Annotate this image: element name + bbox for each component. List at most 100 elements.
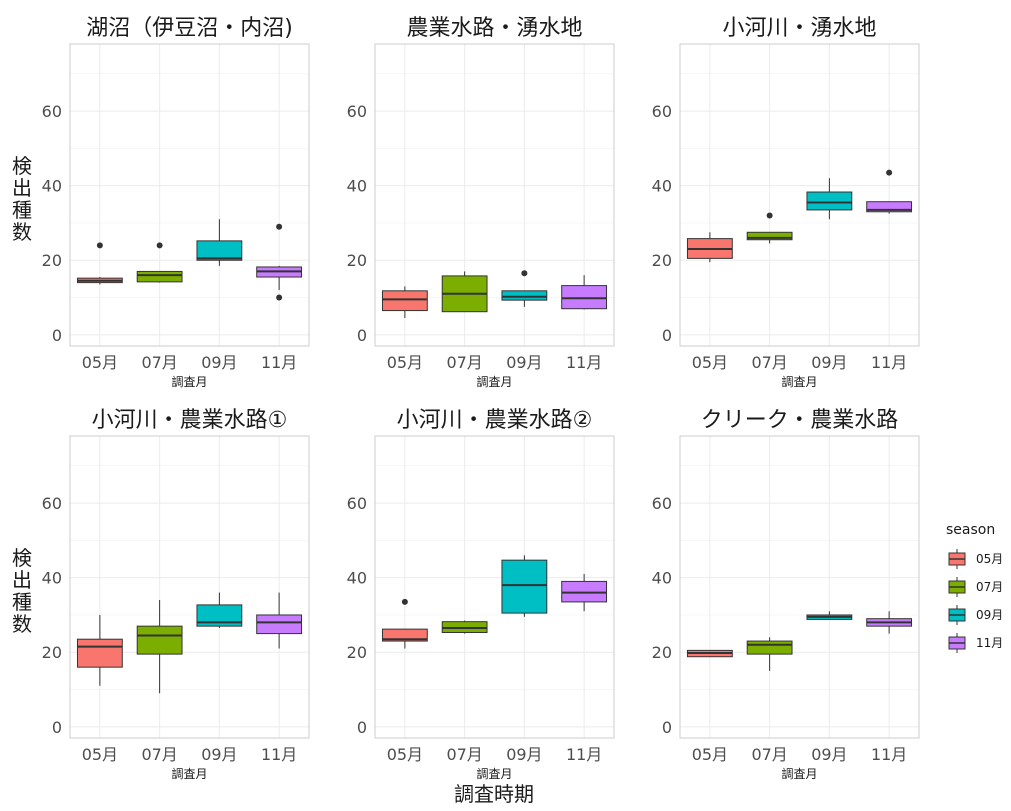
outlier-point: [886, 170, 892, 176]
y-tick-label: 60: [42, 102, 62, 121]
y-tick-label: 20: [42, 643, 62, 662]
box-07月: [442, 621, 487, 634]
y-tick-label: 20: [347, 643, 367, 662]
box-05月: [77, 615, 122, 686]
y-tick-label: 20: [652, 251, 672, 270]
box-05月: [382, 286, 427, 318]
x-tick-label: 07月: [141, 745, 177, 764]
outlier-point: [521, 270, 527, 276]
x-tick-label: 11月: [871, 745, 907, 764]
x-tick-label: 05月: [82, 353, 118, 372]
y-tick-label: 40: [652, 569, 672, 588]
x-axis-label: 調査月: [171, 375, 207, 389]
y-axis-label-row2: 検出種数: [12, 546, 32, 636]
box-body: [77, 639, 122, 667]
y-tick-label: 20: [652, 643, 672, 662]
x-tick-label: 05月: [387, 353, 423, 372]
outlier-point: [97, 242, 103, 248]
x-axis-label: 調査月: [476, 375, 512, 389]
y-tick-label: 40: [652, 177, 672, 196]
legend-label: 07月: [976, 580, 1003, 594]
x-tick-label: 11月: [261, 353, 297, 372]
y-tick-label: 60: [652, 494, 672, 513]
box-09月: [502, 555, 547, 617]
box-11月: [257, 593, 302, 649]
y-tick-label: 60: [347, 102, 367, 121]
legend-item-05月: 05月: [946, 548, 1003, 570]
panel-title: 農業水路・湧水地: [406, 16, 582, 41]
y-tick-label: 40: [42, 569, 62, 588]
x-tick-label: 07月: [751, 353, 787, 372]
box-07月: [747, 637, 792, 671]
panel-title: 小河川・農業水路①: [92, 408, 288, 433]
box-09月: [807, 178, 852, 219]
legend-item-11月: 11月: [946, 632, 1003, 654]
x-tick-label: 09月: [506, 745, 542, 764]
x-tick-label: 07月: [751, 745, 787, 764]
outlier-point: [402, 599, 408, 605]
y-tick-label: 40: [347, 177, 367, 196]
box-body: [502, 560, 547, 613]
panel-title: 湖沼（伊豆沼・内沼): [86, 16, 293, 41]
y-tick-label: 40: [42, 177, 62, 196]
x-axis-label: 調査月: [781, 767, 817, 781]
box-body: [562, 286, 607, 309]
box-11月: [867, 611, 912, 633]
x-tick-label: 05月: [82, 745, 118, 764]
box-05月: [687, 650, 732, 656]
box-body: [257, 615, 302, 634]
box-11月: [562, 275, 607, 309]
panel-title: 小河川・湧水地: [722, 16, 876, 41]
y-tick-label: 0: [357, 718, 367, 737]
box-body: [502, 291, 547, 300]
panel-5: 小河川・農業水路②020406005月 07月 09月 11月調査月: [347, 408, 614, 781]
x-tick-label: 09月: [811, 745, 847, 764]
x-tick-label: 07月: [446, 353, 482, 372]
box-body: [382, 291, 427, 311]
panel-border: [680, 44, 919, 346]
x-tick-label: 09月: [201, 353, 237, 372]
box-05月: [687, 232, 732, 262]
panel-3: 小河川・湧水地020406005月 07月 09月 11月調査月: [652, 16, 919, 389]
panel-title: クリーク・農業水路: [701, 408, 899, 433]
box-body: [807, 192, 852, 210]
y-tick-label: 20: [347, 251, 367, 270]
x-tick-label: 11月: [871, 353, 907, 372]
x-tick-label: 09月: [811, 353, 847, 372]
legend-title: season: [946, 522, 995, 538]
x-tick-label: 07月: [141, 353, 177, 372]
box-07月: [137, 600, 182, 693]
y-tick-label: 0: [52, 718, 62, 737]
y-tick-label: 60: [42, 494, 62, 513]
y-axis-label-row1: 検出種数: [12, 154, 32, 244]
box-11月: [562, 574, 607, 611]
panel-title: 小河川・農業水路②: [397, 408, 593, 433]
y-tick-label: 40: [347, 569, 367, 588]
box-09月: [197, 593, 242, 628]
x-tick-label: 11月: [261, 745, 297, 764]
x-tick-label: 05月: [692, 745, 728, 764]
y-tick-label: 20: [42, 251, 62, 270]
x-tick-label: 11月: [566, 745, 602, 764]
y-tick-label: 0: [357, 326, 367, 345]
panel-border: [680, 436, 919, 738]
x-tick-label: 05月: [692, 353, 728, 372]
outlier-point: [767, 213, 773, 219]
box-07月: [442, 271, 487, 311]
box-body: [197, 241, 242, 260]
y-tick-label: 0: [52, 326, 62, 345]
x-tick-label: 07月: [446, 745, 482, 764]
x-axis-label: 調査月: [781, 375, 817, 389]
panel-border: [70, 436, 309, 738]
outlier-point: [276, 295, 282, 301]
outlier-point: [157, 242, 163, 248]
x-axis-label: 調査月: [476, 767, 512, 781]
outlier-point: [276, 224, 282, 230]
box-09月: [197, 219, 242, 266]
box-09月: [807, 611, 852, 619]
